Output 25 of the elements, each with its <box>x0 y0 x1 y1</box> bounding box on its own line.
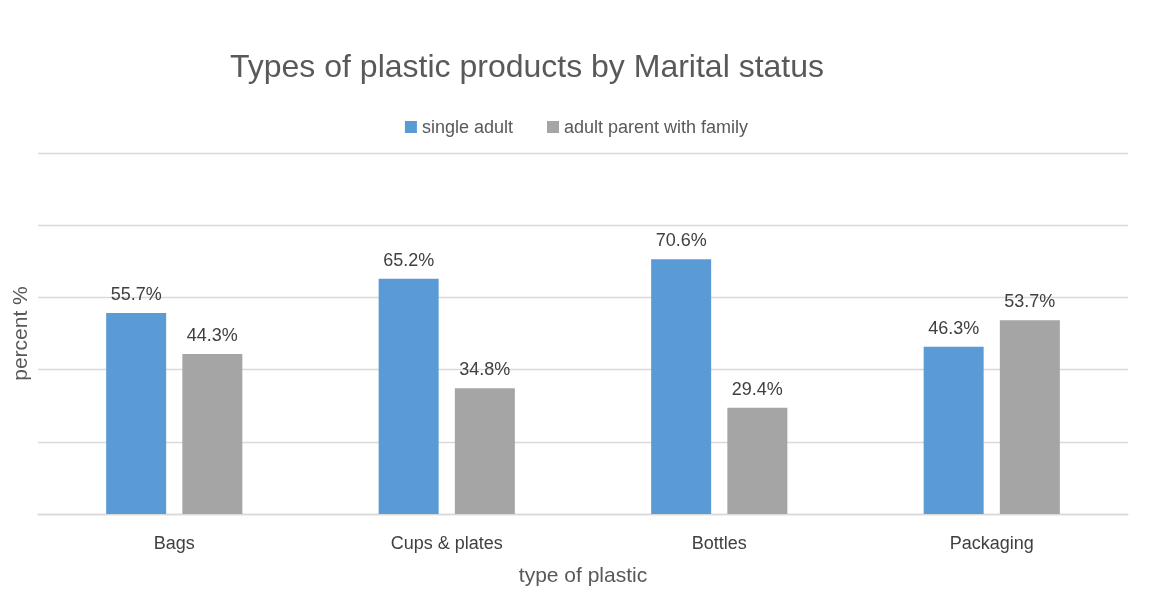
x-axis-title: type of plastic <box>518 563 648 586</box>
legend-label: single adult <box>421 117 513 137</box>
x-tick-label: Cups & plates <box>390 533 503 553</box>
bar <box>727 407 788 514</box>
data-label: 46.3% <box>928 317 980 338</box>
bar <box>182 354 243 514</box>
data-label: 65.2% <box>383 249 435 270</box>
y-axis-title: percent % <box>8 286 31 381</box>
data-label: 44.3% <box>186 325 238 346</box>
data-label: 70.6% <box>655 230 707 251</box>
x-tick-label: Packaging <box>949 533 1034 553</box>
legend-label: adult parent with family <box>563 117 749 137</box>
data-label: 34.8% <box>459 359 511 380</box>
bar <box>651 259 712 514</box>
data-label: 53.7% <box>1004 291 1056 312</box>
bar <box>923 346 984 514</box>
bar <box>999 320 1060 514</box>
x-tick-label: Bags <box>153 533 195 553</box>
x-tick-label: Bottles <box>691 533 747 553</box>
bar <box>106 312 167 514</box>
bar <box>378 278 439 514</box>
bar <box>454 388 515 514</box>
chart-title: Types of plastic products by Marital status <box>229 48 825 84</box>
data-label: 55.7% <box>110 283 162 304</box>
data-label: 29.4% <box>731 378 783 399</box>
